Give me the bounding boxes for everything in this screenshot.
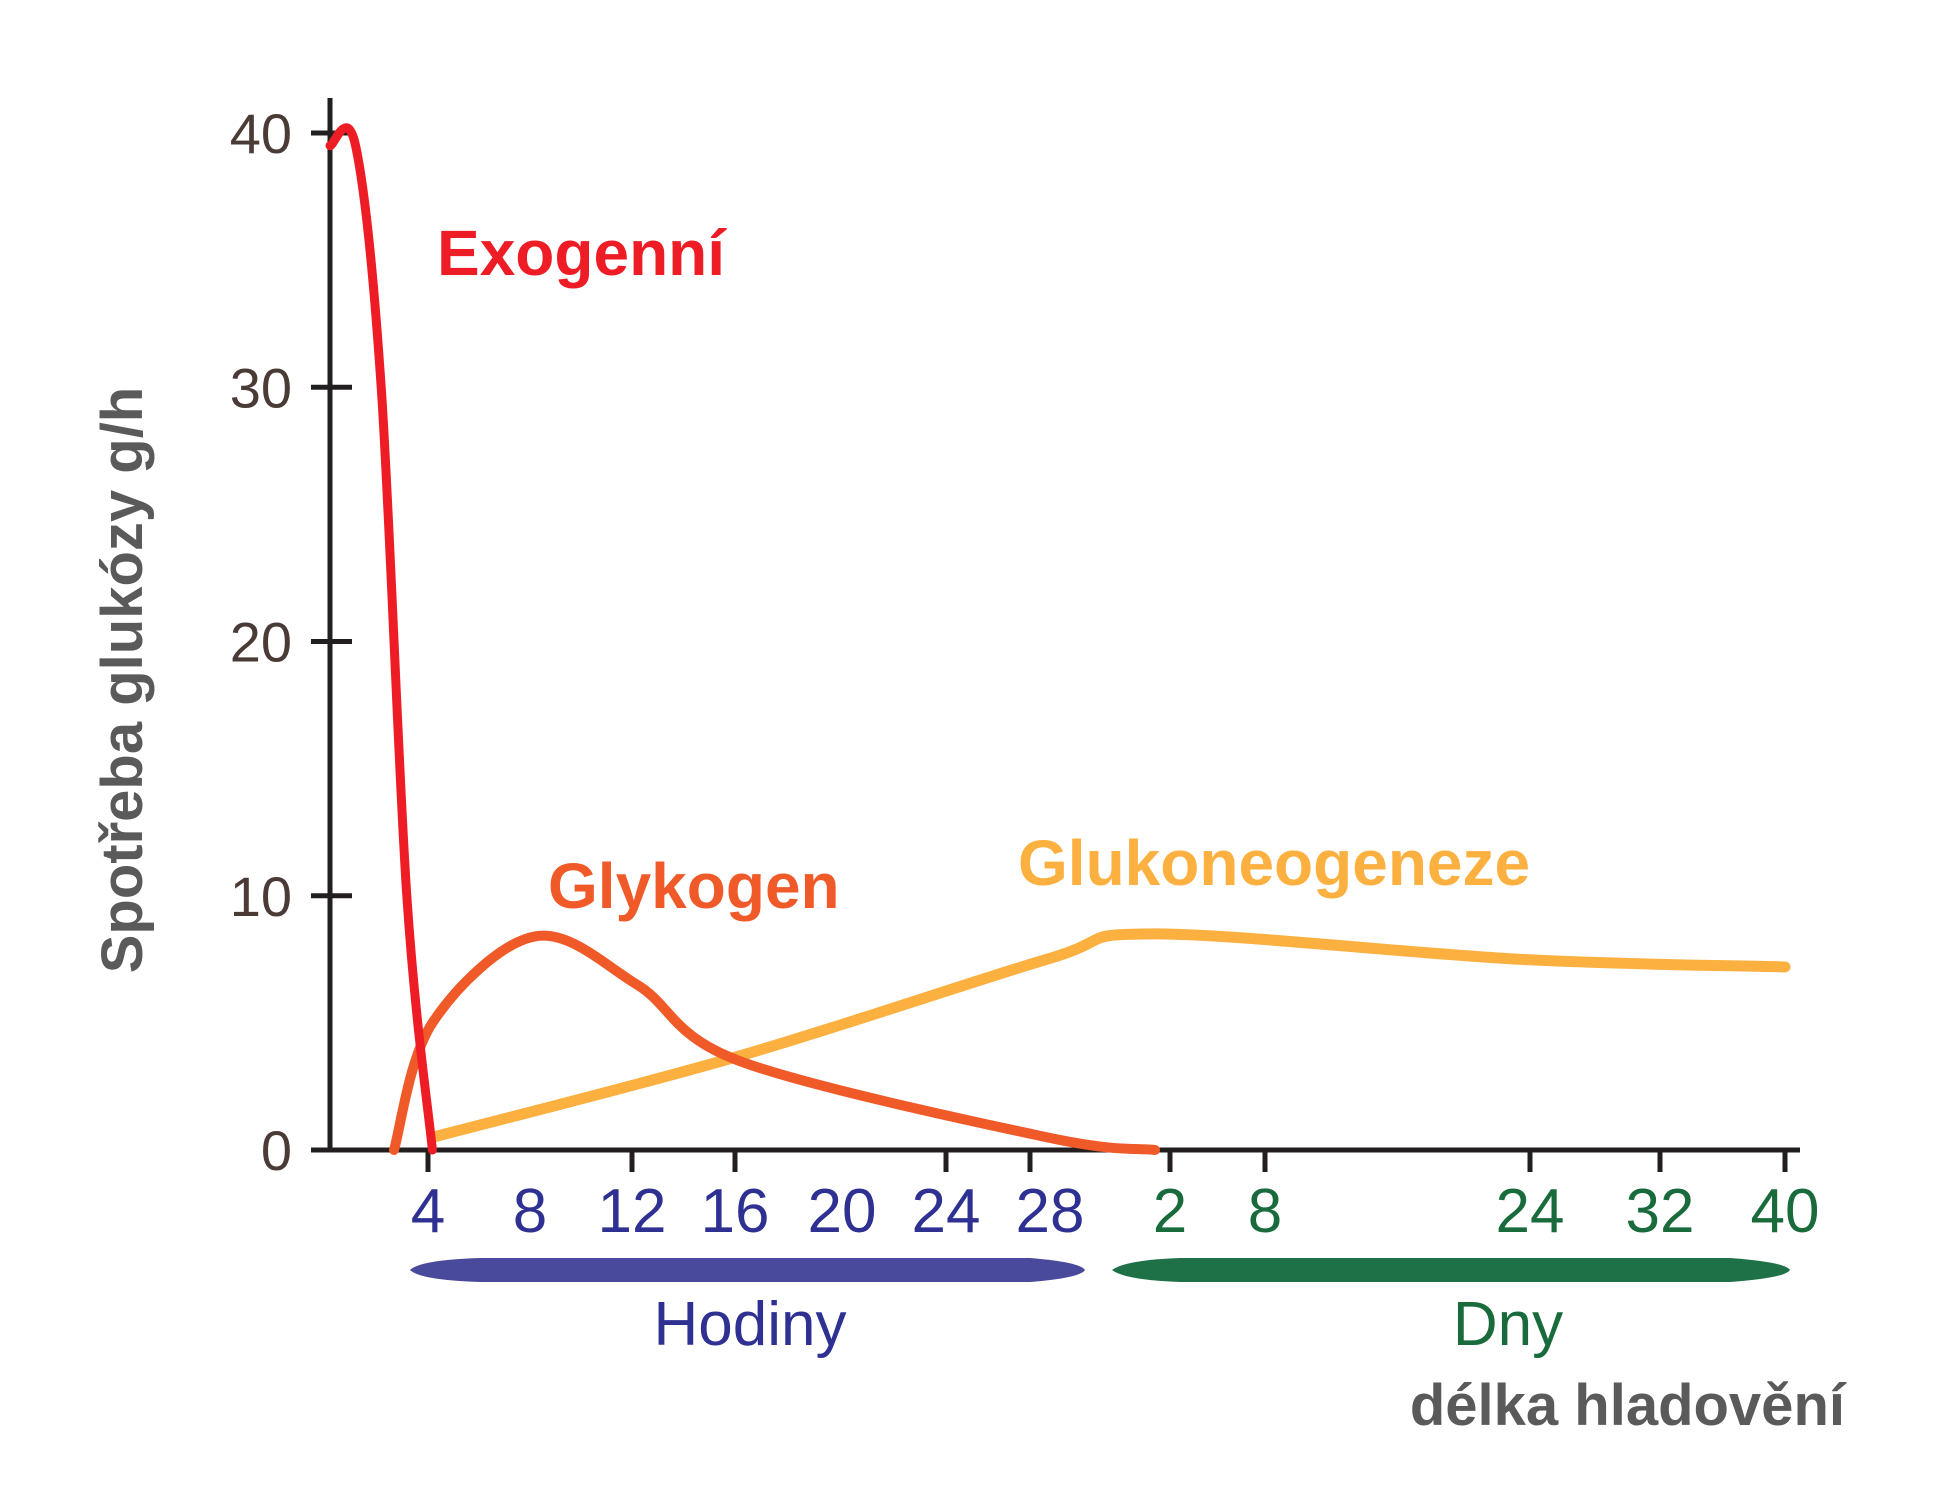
series-label-glykogen: Glykogen <box>548 850 840 922</box>
y-tick-label: 10 <box>230 865 292 928</box>
y-axis-ticks: 0 10 20 30 40 <box>230 102 352 1182</box>
x-axis-title: délka hladovění <box>1410 1373 1847 1438</box>
x-tick-label: 8 <box>1248 1177 1282 1246</box>
hours-group-label: Hodiny <box>654 1290 847 1359</box>
x-tick-label: 2 <box>1153 1177 1187 1246</box>
x-tick-label: 40 <box>1751 1177 1820 1246</box>
days-range-bar <box>1112 1258 1790 1282</box>
x-tick-label: 24 <box>1496 1177 1565 1246</box>
series-label-glukoneogeneze: Glukoneogeneze <box>1018 827 1530 899</box>
x-tick-label: 20 <box>808 1177 877 1246</box>
hours-range-bar <box>410 1258 1085 1282</box>
y-axis-title: Spotřeba glukózy g/h <box>90 387 155 974</box>
x-tick-label: 24 <box>912 1177 981 1246</box>
series-line-glykogen <box>389 930 1160 1155</box>
y-tick-label: 30 <box>230 356 292 419</box>
series-line-exogenni <box>325 123 437 1155</box>
x-tick-label: 32 <box>1626 1177 1695 1246</box>
y-tick-label: 20 <box>230 611 292 674</box>
x-tick-label: 28 <box>1016 1177 1085 1246</box>
x-tick-label: 12 <box>598 1177 667 1246</box>
x-tick-label: 16 <box>701 1177 770 1246</box>
x-tick-label: 4 <box>411 1177 445 1246</box>
x-axis-ticks: 4 8 12 16 20 24 28 2 8 24 32 40 <box>411 1150 1820 1246</box>
series-label-exogenni: Exogenní <box>437 217 727 289</box>
y-tick-label: 0 <box>261 1119 292 1182</box>
x-tick-label: 8 <box>513 1177 547 1246</box>
y-tick-label: 40 <box>230 102 292 165</box>
series-line-glukoneogeneze <box>426 928 1791 1143</box>
days-group-label: Dny <box>1453 1290 1563 1359</box>
